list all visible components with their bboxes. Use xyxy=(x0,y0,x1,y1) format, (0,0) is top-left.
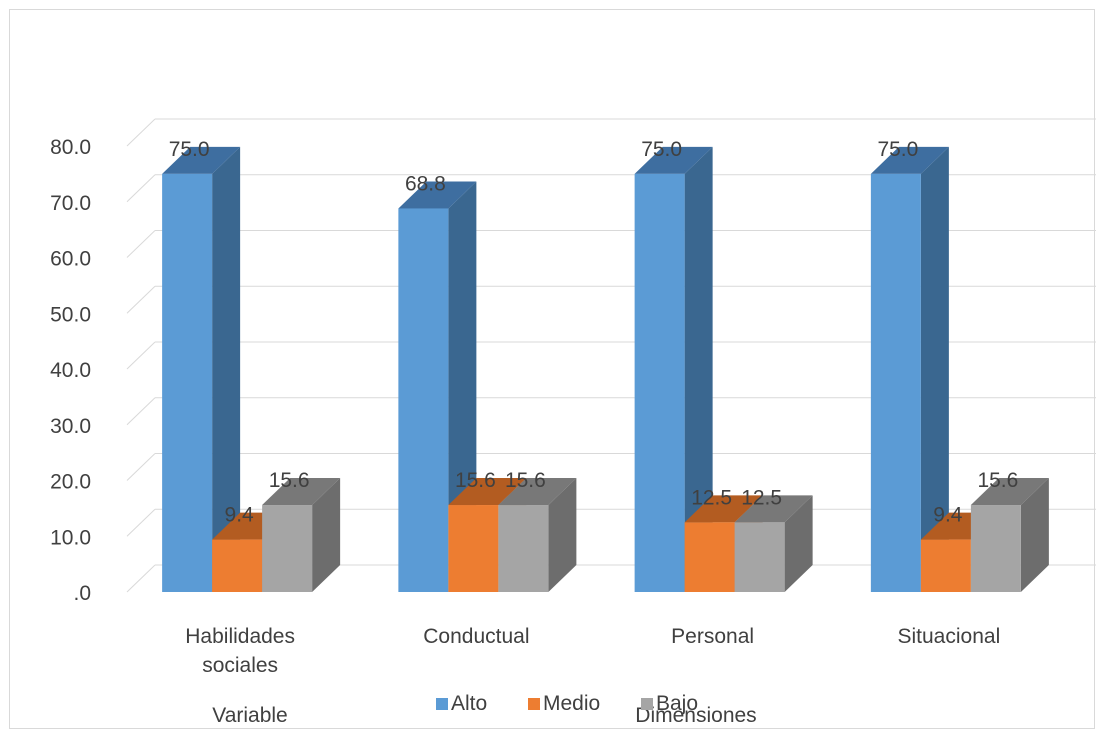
bar-top xyxy=(448,478,527,506)
data-label: 15.6 xyxy=(269,469,310,492)
bar-top xyxy=(684,495,763,523)
bar-front xyxy=(920,539,971,592)
gridline-depth xyxy=(126,508,156,537)
data-label: 12.5 xyxy=(741,486,782,509)
y-tick-label: .0 xyxy=(73,582,91,605)
bar-bajo xyxy=(498,478,577,592)
bar-side xyxy=(784,495,813,592)
gridline-depth xyxy=(126,564,156,593)
gridline-depth xyxy=(126,118,156,147)
bar-bajo xyxy=(734,495,813,592)
y-tick-label: 50.0 xyxy=(50,303,91,326)
gridline-depth xyxy=(126,230,156,258)
data-label: 12.5 xyxy=(691,486,732,509)
bar-front xyxy=(634,173,685,592)
bar-front xyxy=(448,505,499,592)
legend-swatch xyxy=(436,698,448,710)
data-label: 75.0 xyxy=(169,138,210,161)
bar-front xyxy=(498,505,549,592)
y-tick-label: 30.0 xyxy=(50,415,91,438)
bar-front xyxy=(970,505,1021,592)
bar-side xyxy=(548,478,577,592)
bar-front xyxy=(212,539,263,592)
bars xyxy=(162,146,1049,592)
gridline-depth xyxy=(126,285,156,314)
bar-alto xyxy=(870,146,949,592)
bar-side xyxy=(1020,478,1049,592)
group-label: Dimensiones xyxy=(635,704,756,727)
data-label: 9.4 xyxy=(225,504,255,527)
data-label: 75.0 xyxy=(641,138,682,161)
bar-top xyxy=(734,495,813,523)
category-label: Personal xyxy=(671,625,754,648)
bar-top xyxy=(634,146,713,174)
bar-alto xyxy=(162,146,241,592)
data-label: 15.6 xyxy=(977,469,1018,492)
data-label: 75.0 xyxy=(877,138,918,161)
bar-top xyxy=(870,146,949,174)
bar-bajo xyxy=(970,478,1049,592)
gridline-depth xyxy=(126,174,156,203)
bar-front xyxy=(262,505,313,592)
category-label: Habilidades xyxy=(185,625,295,648)
bar-front xyxy=(870,173,921,592)
bar-alto xyxy=(634,146,713,592)
data-label: 68.8 xyxy=(405,172,446,195)
bar-side xyxy=(212,146,241,592)
bar-front xyxy=(684,522,735,592)
group-label: Variable xyxy=(212,704,288,727)
bar-front xyxy=(162,173,213,592)
y-tick-label: 80.0 xyxy=(50,136,91,159)
category-labels: Habilidades sociales Conductual Personal Sit… xyxy=(185,625,1000,727)
y-axis-ticks: .0 10.0 20.0 30.0 40.0 50.0 60.0 70.0 80.0 xyxy=(50,136,91,605)
bar-top xyxy=(262,478,341,506)
category-label: Situacional xyxy=(898,625,1001,648)
category-label: Conductual xyxy=(423,625,529,648)
bar-front xyxy=(398,208,449,592)
legend-label: Alto xyxy=(451,692,487,715)
bar-chart-3d: .0 10.0 20.0 30.0 40.0 50.0 60.0 70.0 80.0 75.0 9… xyxy=(50,118,1096,727)
legend-label: Bajo xyxy=(656,692,698,715)
y-tick-label: 60.0 xyxy=(50,248,91,271)
bar-top xyxy=(398,181,477,209)
y-tick-label: 40.0 xyxy=(50,359,91,382)
y-tick-label: 10.0 xyxy=(50,526,91,549)
gridline-depth xyxy=(126,397,156,426)
data-label: 15.6 xyxy=(455,469,496,492)
gridline-depth xyxy=(126,341,156,370)
bar-top xyxy=(970,478,1049,506)
category-label: sociales xyxy=(202,654,278,677)
legend-label: Medio xyxy=(543,692,600,715)
bar-bajo xyxy=(262,478,341,592)
gridline-depth xyxy=(126,453,156,481)
data-label: 9.4 xyxy=(933,504,963,527)
bar-top xyxy=(162,146,241,174)
data-label: 15.6 xyxy=(505,469,546,492)
legend-swatch xyxy=(528,698,540,710)
legend-swatch xyxy=(641,698,653,710)
y-tick-label: 70.0 xyxy=(50,192,91,215)
bar-top xyxy=(498,478,577,506)
bar-side xyxy=(312,478,341,592)
data-labels: 75.0 9.4 15.6 68.8 15.6 15.6 75.0 12.5 12.5 75.0 9… xyxy=(169,138,1019,527)
legend: Alto Medio Bajo xyxy=(436,692,698,715)
bar-front xyxy=(734,522,785,592)
bar-side xyxy=(920,146,949,592)
bar-side xyxy=(684,146,713,592)
y-tick-label: 20.0 xyxy=(50,471,91,494)
chart-frame: .0 10.0 20.0 30.0 40.0 50.0 60.0 70.0 80.0 75.0 9… xyxy=(9,9,1096,729)
